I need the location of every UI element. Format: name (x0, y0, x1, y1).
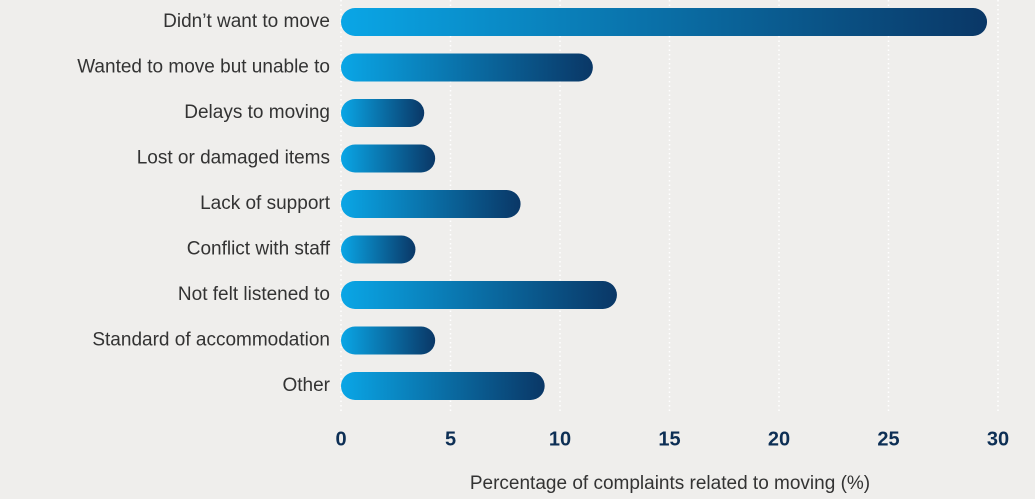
y-tick-label: Lack of support (200, 193, 331, 214)
x-tick-label: 5 (445, 428, 456, 450)
x-tick-label: 20 (768, 428, 790, 450)
x-axis-label: Percentage of complaints related to movi… (470, 473, 870, 494)
y-tick-label: Conflict with staff (187, 239, 331, 260)
bar (341, 144, 436, 173)
y-tick-label: Didn’t want to move (163, 11, 330, 32)
y-tick-label: Other (282, 375, 330, 396)
y-tick-label: Delays to moving (184, 102, 330, 123)
bar (341, 235, 416, 264)
y-tick-label: Standard of accommodation (92, 330, 330, 351)
bar (341, 326, 436, 355)
x-tick-label: 10 (549, 428, 571, 450)
x-tick-label: 30 (987, 428, 1009, 450)
x-tick-label: 0 (335, 428, 346, 450)
bar (341, 281, 617, 309)
bar (341, 53, 593, 82)
bar (341, 190, 521, 218)
y-tick-label: Lost or damaged items (137, 148, 330, 169)
x-tick-label: 25 (877, 428, 899, 450)
bar (341, 8, 988, 36)
bar (341, 99, 425, 127)
y-tick-label: Not felt listened to (178, 284, 330, 305)
bar (341, 372, 545, 400)
y-tick-label: Wanted to move but unable to (77, 57, 330, 78)
x-tick-label: 15 (658, 428, 680, 450)
